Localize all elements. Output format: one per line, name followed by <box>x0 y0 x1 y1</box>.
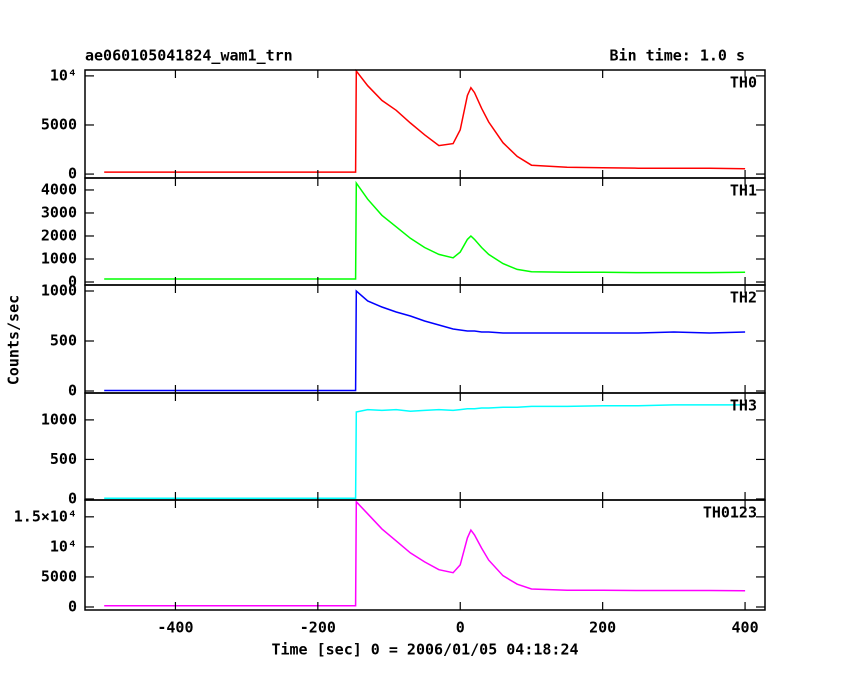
y-tick-label: 500 <box>50 332 77 350</box>
panel-name: TH0123 <box>703 504 757 522</box>
y-tick-label: 10⁴ <box>50 537 77 555</box>
y-tick-label: 10⁴ <box>50 66 77 84</box>
y-tick-label: 1000 <box>41 282 77 300</box>
panel-frame <box>84 69 766 179</box>
light-curve <box>104 289 746 392</box>
panel-frame <box>84 177 766 286</box>
y-tick-label: 5000 <box>41 115 77 133</box>
y-tick-label: 1.5×10⁴ <box>14 507 77 525</box>
y-tick-label: 2000 <box>41 226 77 244</box>
panel-frame <box>84 392 766 501</box>
y-tick-label: 0 <box>68 273 77 291</box>
x-tick-label: 0 <box>456 619 465 637</box>
bin-time: Bin time: 1.0 s <box>610 47 745 65</box>
y-tick-label: 3000 <box>41 203 77 221</box>
y-tick-label: 0 <box>68 382 77 400</box>
y-tick-label: 0 <box>68 165 77 183</box>
panel-frame <box>84 499 766 611</box>
x-tick-label: -200 <box>300 619 336 637</box>
panel-name: TH2 <box>730 289 757 307</box>
y-tick-label: 4000 <box>41 180 77 198</box>
y-tick-label: 0 <box>68 489 77 507</box>
x-tick-label: -400 <box>157 619 193 637</box>
panel-frame <box>84 284 766 394</box>
light-curve <box>104 404 746 499</box>
light-curve <box>104 499 746 607</box>
chart-title: ae060105041824_wam1_trn <box>85 47 293 65</box>
panel-name: TH3 <box>730 397 757 415</box>
y-tick-label: 0 <box>68 597 77 615</box>
y-axis-label: Counts/sec <box>5 295 23 385</box>
y-tick-label: 1000 <box>41 249 77 267</box>
y-tick-label: 5000 <box>41 567 77 585</box>
light-curve <box>104 180 746 280</box>
x-axis-label: Time [sec] 0 = 2006/01/05 04:18:24 <box>271 641 578 659</box>
y-tick-label: 500 <box>50 450 77 468</box>
x-tick-label: 200 <box>589 619 616 637</box>
light-curve <box>104 68 746 173</box>
panel-name: TH0 <box>730 74 757 92</box>
panel-name: TH1 <box>730 182 757 200</box>
x-tick-label: 400 <box>732 619 759 637</box>
y-tick-label: 1000 <box>41 410 77 428</box>
